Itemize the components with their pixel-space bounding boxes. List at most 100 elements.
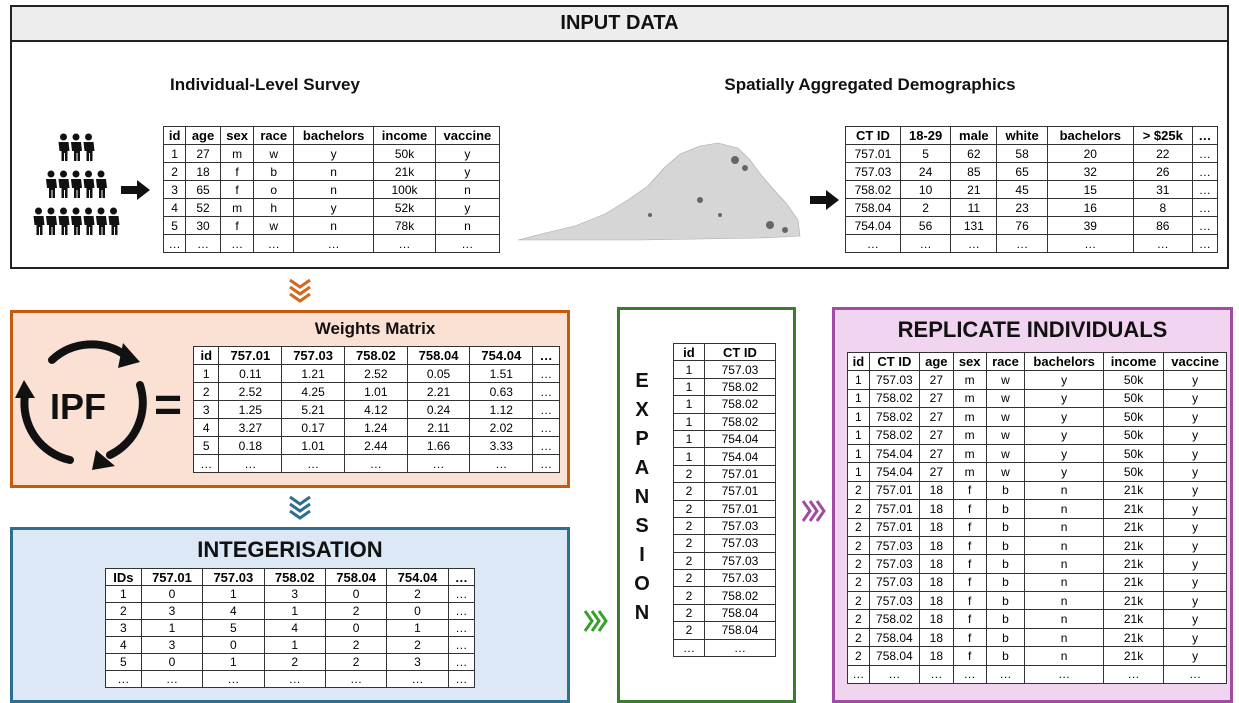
table-cell: w [985, 462, 1026, 482]
table-cell: 1 [847, 462, 870, 482]
table-cell: 0 [202, 636, 265, 654]
table-row: ………………… [192, 454, 560, 473]
input-header [12, 7, 1227, 42]
table-cell: … [532, 436, 560, 455]
table-cell: 1 [162, 144, 187, 163]
table-cell: 3 [263, 585, 326, 603]
table-row: 2 757.03 18 f b n 21k y [847, 572, 1227, 593]
table-row: 1 0.11 1.21 2.52 0.05 1.51… [192, 364, 560, 383]
table-cell: 1.12 [469, 400, 534, 419]
table-cell: … [1191, 216, 1219, 235]
table-cell: f [952, 535, 987, 556]
header-cell: IDs [105, 568, 142, 586]
expansion-table: id CT ID 1 757.03 1 758.02 1 758.02 1 758.02 1 754.… [673, 342, 777, 658]
integerisation-title: INTEGERISATION [197, 537, 383, 562]
table-cell: 1 [847, 370, 870, 390]
expansion-title: EXPANSION [631, 370, 653, 631]
table-cell: … [532, 364, 560, 383]
table-cell: … [847, 664, 870, 685]
table-cell: 52 [185, 198, 221, 217]
table-cell: 1.01 [281, 436, 345, 455]
table-cell: n [1024, 646, 1104, 666]
table-cell: 2.52 [218, 382, 283, 401]
table-cell: … [324, 670, 388, 688]
table-cell: 3.27 [218, 418, 283, 437]
table-cell: … [447, 619, 476, 637]
person-body [71, 142, 82, 161]
table-cell: 27 [918, 425, 954, 445]
table-cell: w [985, 388, 1026, 409]
table-row: …… [673, 638, 777, 658]
table-cell: 21k [1102, 627, 1165, 648]
table-cell: 18 [185, 162, 221, 181]
table-cell: 3 [105, 619, 142, 637]
table-cell: 5 [162, 216, 187, 235]
table-cell: y [292, 144, 375, 163]
table-cell: 754.04 [703, 447, 777, 466]
table-row: 2 757.03 [673, 551, 777, 571]
header-cell: 757.01 [140, 568, 204, 586]
table-cell: 65 [185, 180, 221, 199]
table-cell: 2 [847, 572, 870, 593]
table-cell: 18 [918, 480, 954, 501]
table-row: 2 757.03 18 f b n 21k y [847, 535, 1227, 556]
table-cell: h [253, 198, 294, 217]
table-cell: … [985, 664, 1026, 685]
table-cell: f [952, 591, 987, 611]
table-cell: 2 [105, 602, 142, 620]
table-cell: 1 [140, 619, 204, 637]
table-cell: … [406, 454, 471, 473]
table-cell: f [952, 609, 987, 629]
table-cell: 757.03 [868, 535, 920, 556]
header-row: IDs 757.01 757.03 758.02 758.04 754.04… [105, 568, 476, 586]
table-cell: … [1191, 234, 1219, 253]
table-cell: 2 [162, 162, 187, 181]
table-cell: … [899, 234, 952, 253]
table-cell: … [253, 234, 294, 253]
table-cell: b [985, 609, 1026, 629]
table-row: 2 757.03 18 f b n 21k y [847, 591, 1227, 611]
table-cell: n [434, 216, 501, 235]
table-cell: … [532, 400, 560, 419]
header-row: id 757.01 757.03 758.02 758.04 754.04… [192, 346, 560, 365]
chevron-blue [289, 495, 311, 520]
header-row: id age sex race bachelors income vaccine [162, 126, 501, 145]
table-cell: 758.02 [868, 407, 920, 427]
table-cell: 2 [673, 621, 705, 640]
table-row: 2 757.01 [673, 499, 777, 518]
table-cell: … [162, 234, 187, 253]
table-cell: 2 [263, 653, 326, 671]
table-row: 2 757.01 [673, 464, 777, 484]
person-head [60, 133, 67, 141]
table-cell: f [219, 180, 255, 199]
table-cell: 2.11 [406, 418, 471, 437]
table-cell: … [532, 418, 560, 437]
table-row: 5 0 1 2 2 3… [105, 653, 476, 671]
table-cell: 50k [1102, 425, 1165, 445]
person-body [96, 216, 107, 235]
table-cell: n [1024, 499, 1104, 519]
table-cell: 758.02 [703, 377, 777, 397]
table-cell: 2 [847, 499, 870, 519]
table-cell: 0.11 [218, 364, 283, 383]
table-cell: f [952, 480, 987, 501]
table-cell: 754.04 [703, 429, 777, 449]
table-cell: … [1191, 162, 1219, 181]
table-cell: y [1024, 425, 1104, 445]
table-cell: 2 [847, 609, 870, 629]
table-cell: 11 [950, 198, 998, 217]
table-cell: 65 [996, 162, 1048, 181]
table-cell: 754.04 [868, 443, 920, 464]
table-cell: 2 [847, 591, 870, 611]
table-cell: 27 [918, 388, 954, 409]
table-cell: 3.33 [469, 436, 534, 455]
table-row: 1 0 1 3 0 2… [105, 585, 476, 603]
map-dots [648, 156, 788, 233]
table-cell: 758.04 [845, 198, 901, 217]
table-row: 2 757.03 [673, 534, 777, 553]
table-cell: 18 [918, 572, 954, 593]
table-cell: 2 [673, 464, 705, 484]
table-row: 2 758.02 18 f b n 21k y [847, 609, 1227, 629]
table-cell: n [1024, 627, 1104, 648]
